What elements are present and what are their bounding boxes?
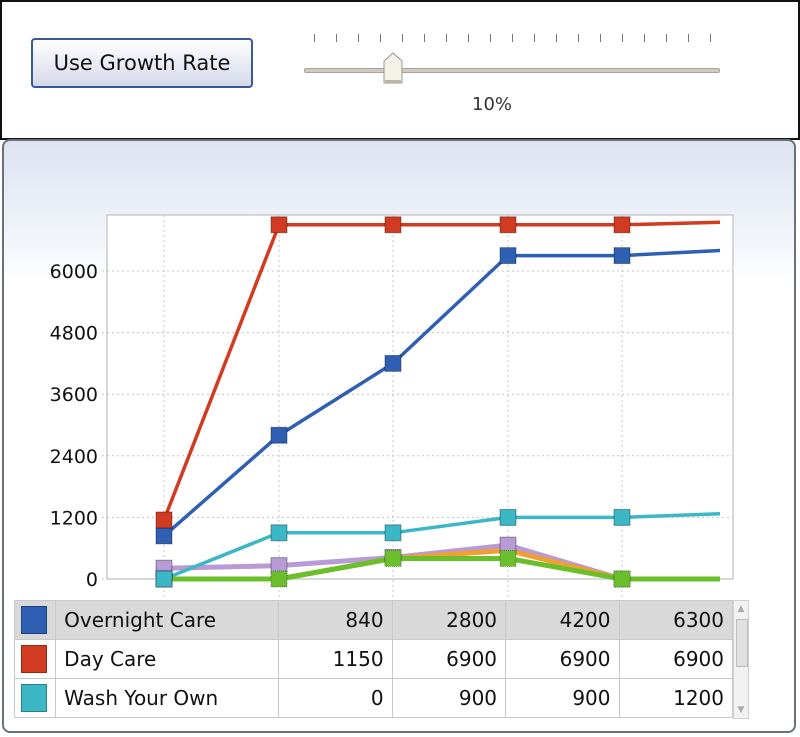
data-point[interactable] bbox=[270, 426, 288, 444]
legend-value-cell: 4200 bbox=[505, 600, 620, 640]
y-tick-label: 0 bbox=[86, 569, 98, 591]
data-point[interactable] bbox=[155, 511, 173, 529]
slider-tick bbox=[710, 34, 711, 42]
data-point[interactable] bbox=[499, 216, 517, 234]
slider-tick bbox=[446, 34, 447, 42]
series-series-6 bbox=[164, 555, 720, 582]
y-tick-label: 4800 bbox=[50, 323, 98, 345]
slider-tick bbox=[336, 34, 337, 42]
data-point[interactable] bbox=[499, 508, 517, 526]
series-line bbox=[162, 248, 721, 538]
slider-tick bbox=[402, 34, 403, 42]
slider-tick bbox=[358, 34, 359, 42]
data-point[interactable] bbox=[270, 570, 288, 588]
legend-swatch-cell bbox=[13, 678, 57, 718]
data-point[interactable] bbox=[384, 549, 402, 567]
legend-value-cell: 1200 bbox=[618, 678, 733, 718]
legend-value-cell: 6900 bbox=[391, 639, 507, 679]
legend-value-cell: 0 bbox=[278, 678, 393, 718]
plot-area bbox=[106, 214, 734, 580]
legend-table: Overnight Care 840 2800 4200 6300 Day Care 115… bbox=[13, 600, 733, 718]
legend-series-name: Overnight Care bbox=[55, 600, 280, 640]
slider-tick bbox=[512, 34, 513, 42]
slider-tick bbox=[644, 34, 645, 42]
series-layer bbox=[155, 216, 721, 588]
data-point[interactable] bbox=[384, 216, 402, 234]
legend-value-cell: 840 bbox=[278, 600, 393, 640]
y-axis: 0 1200 2400 3600 4800 6000 bbox=[50, 261, 107, 591]
series-line bbox=[163, 512, 721, 581]
legend-swatch bbox=[21, 684, 47, 712]
slider-value-label: 10% bbox=[472, 94, 513, 115]
data-point[interactable] bbox=[613, 216, 631, 234]
data-point[interactable] bbox=[270, 524, 288, 542]
data-point[interactable] bbox=[613, 508, 631, 526]
slider-tick bbox=[314, 34, 315, 42]
slider-tick bbox=[666, 34, 667, 42]
series-day-care bbox=[162, 220, 721, 521]
legend-swatch bbox=[21, 645, 47, 673]
legend-swatch-cell bbox=[13, 639, 57, 679]
y-tick-label: 3600 bbox=[50, 384, 98, 406]
legend-row[interactable]: Day Care 1150 6900 6900 6900 bbox=[13, 639, 733, 679]
slider-tick bbox=[688, 34, 689, 42]
data-point[interactable] bbox=[155, 570, 173, 588]
legend-value-cell: 6900 bbox=[505, 639, 620, 679]
y-tick-label: 1200 bbox=[50, 507, 98, 529]
slider-tick bbox=[468, 34, 469, 42]
growth-rate-slider[interactable] bbox=[302, 32, 722, 92]
slider-thumb[interactable] bbox=[383, 52, 403, 85]
slider-tick bbox=[424, 34, 425, 42]
controls-panel: Use Growth Rate 10% bbox=[0, 0, 800, 140]
legend-scrollbar[interactable]: ▲ ▼ bbox=[733, 600, 749, 719]
series-wash-your-own bbox=[163, 512, 721, 581]
data-point[interactable] bbox=[499, 247, 517, 265]
legend-series-name: Wash Your Own bbox=[55, 678, 280, 718]
data-point[interactable] bbox=[384, 524, 402, 542]
legend-value-cell: 1150 bbox=[278, 639, 393, 679]
legend-swatch bbox=[21, 606, 47, 634]
legend-row[interactable]: Wash Your Own 0 900 900 1200 bbox=[13, 678, 733, 718]
legend-value-cell: 2800 bbox=[391, 600, 507, 640]
slider-tick bbox=[556, 34, 557, 42]
data-point[interactable] bbox=[384, 354, 402, 372]
slider-tick bbox=[380, 34, 381, 42]
series-line bbox=[164, 555, 720, 582]
legend-value-cell: 900 bbox=[505, 678, 620, 718]
scroll-up-icon[interactable]: ▲ bbox=[737, 604, 745, 614]
data-point[interactable] bbox=[499, 549, 517, 567]
use-growth-rate-button[interactable]: Use Growth Rate bbox=[31, 38, 253, 88]
slider-tick bbox=[490, 34, 491, 42]
legend-value-cell: 6900 bbox=[618, 639, 733, 679]
data-point[interactable] bbox=[155, 527, 173, 545]
slider-tick bbox=[600, 34, 601, 42]
slider-track[interactable] bbox=[304, 68, 720, 73]
data-point[interactable] bbox=[613, 570, 631, 588]
slider-tick bbox=[622, 34, 623, 42]
series-line bbox=[162, 220, 721, 521]
data-point[interactable] bbox=[270, 216, 288, 234]
legend-value-cell: 6300 bbox=[618, 600, 733, 640]
y-tick-label: 2400 bbox=[50, 446, 98, 468]
series-overnight-care bbox=[162, 248, 721, 538]
legend-row[interactable]: Overnight Care 840 2800 4200 6300 bbox=[13, 600, 733, 640]
scrollbar-thumb[interactable] bbox=[736, 619, 748, 667]
slider-tick bbox=[578, 34, 579, 42]
legend-swatch-cell bbox=[13, 600, 57, 640]
data-point[interactable] bbox=[613, 247, 631, 265]
y-tick-label: 6000 bbox=[50, 261, 98, 283]
slider-tick bbox=[534, 34, 535, 42]
legend-series-name: Day Care bbox=[55, 639, 280, 679]
legend-value-cell: 900 bbox=[391, 678, 507, 718]
scroll-down-icon[interactable]: ▼ bbox=[737, 705, 745, 715]
